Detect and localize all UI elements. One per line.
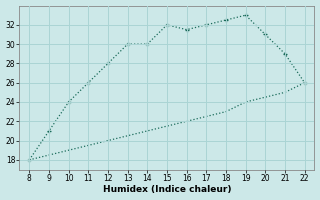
X-axis label: Humidex (Indice chaleur): Humidex (Indice chaleur) [103, 185, 231, 194]
